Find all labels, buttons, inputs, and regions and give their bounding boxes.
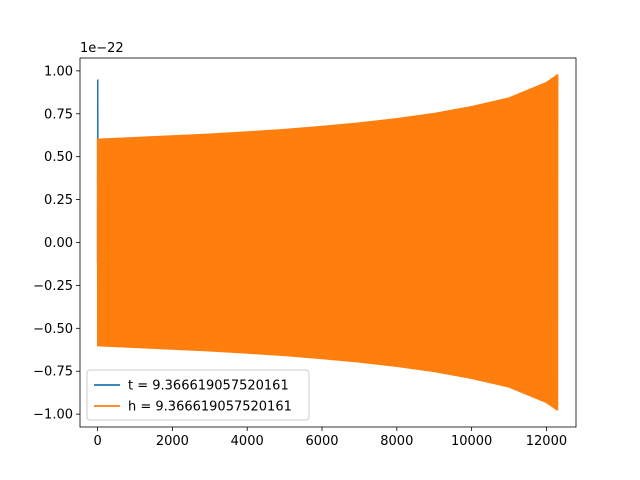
y-tick-label: 0.50 [44,150,73,165]
x-tick-label: 10000 [451,434,492,449]
plot-area [96,74,559,411]
y-offset-label: 1e−22 [80,41,124,56]
y-tick-label: 0.25 [44,193,73,208]
y-tick-label: 1.00 [44,64,73,79]
x-tick-label: 8000 [380,434,413,449]
legend-label: h = 9.366619057520161 [128,400,292,415]
legend-label: t = 9.366619057520161 [128,379,289,394]
y-tick-label: −0.50 [33,322,73,337]
y-tick-label: −1.00 [33,408,73,423]
axes: 0 2000 4000 6000 8000 10000 12000 −1.00 −0.75 −0.… [33,57,577,449]
y-tick-label: 0.75 [44,107,73,122]
x-tick-label: 4000 [231,434,264,449]
y-tick-label: −0.75 [33,365,73,380]
x-tick-label: 2000 [156,434,189,449]
x-tick-label: 0 [93,434,101,449]
series-line-h [96,74,559,411]
x-tick-label: 6000 [305,434,338,449]
legend: t = 9.366619057520161 h = 9.3666190575201… [86,369,310,421]
x-tick-label: 12000 [526,434,567,449]
legend-box [86,369,310,421]
y-tick-label: −0.25 [33,279,73,294]
y-tick-label: 0.00 [44,236,73,251]
